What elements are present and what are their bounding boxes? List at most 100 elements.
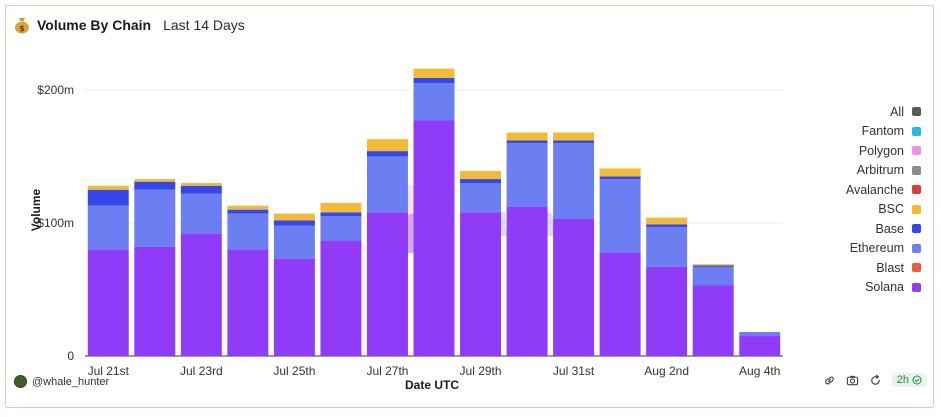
bar-segment-solana[interactable] <box>180 233 222 356</box>
legend-swatch <box>912 263 921 273</box>
legend-item-bsc[interactable]: BSC <box>781 200 921 220</box>
bar-segment-ethereum[interactable] <box>599 179 641 253</box>
author[interactable]: @whale_hunter <box>14 375 109 388</box>
bar-segment-solana[interactable] <box>739 336 781 356</box>
camera-icon[interactable] <box>846 374 859 387</box>
x-axis-ticks: Jul 21st Jul 23rd Jul 25th Jul 27th Jul 29th… <box>88 364 781 378</box>
bar-segment-ethereum[interactable] <box>134 189 176 247</box>
legend-swatch <box>912 282 921 292</box>
bar-segment-base[interactable] <box>366 151 408 157</box>
x-tick-label: Jul 29th <box>460 364 502 378</box>
legend-item-solana[interactable]: Solana <box>781 278 921 298</box>
bar-segment-solana[interactable] <box>366 212 408 356</box>
bar-segment-ethereum[interactable] <box>87 205 129 250</box>
bar-segment-bsc[interactable] <box>320 203 362 213</box>
x-tick-label: Jul 21st <box>88 364 130 378</box>
legend-item-avalanche[interactable]: Avalanche <box>781 180 921 200</box>
bar-segment-bsc[interactable] <box>599 168 641 177</box>
bar-segment-base[interactable] <box>320 212 362 217</box>
legend-item-arbitrum[interactable]: Arbitrum <box>781 161 921 181</box>
legend-label: Ethereum <box>849 241 904 256</box>
bar-segment-bsc[interactable] <box>692 264 734 266</box>
refresh-icon[interactable] <box>869 374 882 387</box>
bar-segment-bsc[interactable] <box>646 217 688 225</box>
bar-segment-bsc[interactable] <box>553 132 595 141</box>
bar-segment-base[interactable] <box>134 181 176 190</box>
bar-segment-base[interactable] <box>553 140 595 144</box>
legend-label: Blast <box>876 260 904 275</box>
legend-swatch <box>912 126 921 136</box>
bar-segment-solana[interactable] <box>87 249 129 356</box>
legend-swatch <box>912 224 921 234</box>
y-tick-label: $100m <box>37 216 74 230</box>
bars <box>87 68 781 356</box>
x-tick-label: Aug 4th <box>739 364 780 378</box>
bar-segment-ethereum[interactable] <box>273 225 315 259</box>
bar-segment-ethereum[interactable] <box>180 193 222 234</box>
bar-segment-bsc[interactable] <box>134 179 176 182</box>
y-tick-label: 0 <box>67 349 74 363</box>
legend-item-all[interactable]: All <box>781 102 921 122</box>
bar-segment-base[interactable] <box>87 189 129 206</box>
bar-segment-solana[interactable] <box>134 246 176 356</box>
bar-segment-solana[interactable] <box>646 266 688 356</box>
link-icon[interactable] <box>823 374 836 387</box>
bar-segment-bsc[interactable] <box>413 68 455 78</box>
legend-label: Polygon <box>858 143 904 158</box>
bar-segment-ethereum[interactable] <box>227 213 269 250</box>
legend-item-blast[interactable]: Blast <box>781 258 921 278</box>
bar-segment-base[interactable] <box>180 185 222 194</box>
bar-segment-ethereum[interactable] <box>553 143 595 219</box>
bar-segment-solana[interactable] <box>506 206 548 356</box>
bar-segment-base[interactable] <box>506 140 548 144</box>
bar-segment-base[interactable] <box>599 176 641 180</box>
legend-label: Solana <box>865 280 904 295</box>
legend-label: All <box>890 104 904 119</box>
bar-segment-bsc[interactable] <box>460 171 502 180</box>
chart-title: Volume By Chain <box>37 17 152 33</box>
bar-segment-base[interactable] <box>692 265 734 267</box>
bar-segment-ethereum[interactable] <box>320 216 362 241</box>
x-tick-label: Jul 31st <box>553 364 595 378</box>
bar-segment-ethereum[interactable] <box>646 226 688 267</box>
bar-segment-solana[interactable] <box>460 212 502 356</box>
bar-segment-ethereum[interactable] <box>692 266 734 286</box>
bar-segment-ethereum[interactable] <box>506 143 548 207</box>
bar-segment-solana[interactable] <box>227 249 269 356</box>
legend-item-base[interactable]: Base <box>781 219 921 239</box>
bar-segment-base[interactable] <box>646 224 688 227</box>
bar-segment-ethereum[interactable] <box>366 156 408 213</box>
bar-segment-base[interactable] <box>413 77 455 84</box>
legend-swatch <box>912 204 921 214</box>
chart-header: $ Volume By Chain Last 14 Days <box>14 14 245 36</box>
bar-segment-solana[interactable] <box>413 120 455 356</box>
legend-item-polygon[interactable]: Polygon <box>781 141 921 161</box>
bar-segment-solana[interactable] <box>692 285 734 356</box>
bar-segment-bsc[interactable] <box>227 205 269 210</box>
x-tick-label: Jul 23rd <box>180 364 223 378</box>
y-axis-ticks: 0 $100m $200m <box>37 83 74 363</box>
legend-label: Fantom <box>861 124 904 139</box>
legend: All Fantom Polygon Arbitrum Avalanche BSC Base… <box>781 102 921 297</box>
bar-segment-bsc[interactable] <box>273 213 315 221</box>
legend-label: BSC <box>878 202 904 217</box>
bar-segment-bsc[interactable] <box>180 183 222 186</box>
bar-segment-bsc[interactable] <box>506 132 548 141</box>
bar-segment-base[interactable] <box>273 220 315 226</box>
bar-segment-ethereum[interactable] <box>413 83 455 121</box>
bar-segment-base[interactable] <box>227 209 269 214</box>
bar-segment-bsc[interactable] <box>366 139 408 152</box>
bar-segment-bsc[interactable] <box>87 185 129 190</box>
bar-segment-solana[interactable] <box>320 240 362 356</box>
freshness-age: 2h <box>896 374 909 386</box>
bar-segment-solana[interactable] <box>553 218 595 356</box>
bar-segment-ethereum[interactable] <box>460 183 502 213</box>
bar-segment-ethereum[interactable] <box>739 332 781 337</box>
bar-segment-base[interactable] <box>460 179 502 184</box>
check-circle-icon <box>912 375 922 385</box>
bar-segment-solana[interactable] <box>599 252 641 356</box>
legend-item-ethereum[interactable]: Ethereum <box>781 239 921 259</box>
bar-segment-solana[interactable] <box>273 258 315 356</box>
legend-item-fantom[interactable]: Fantom <box>781 122 921 142</box>
chart-subtitle: Last 14 Days <box>163 17 245 33</box>
